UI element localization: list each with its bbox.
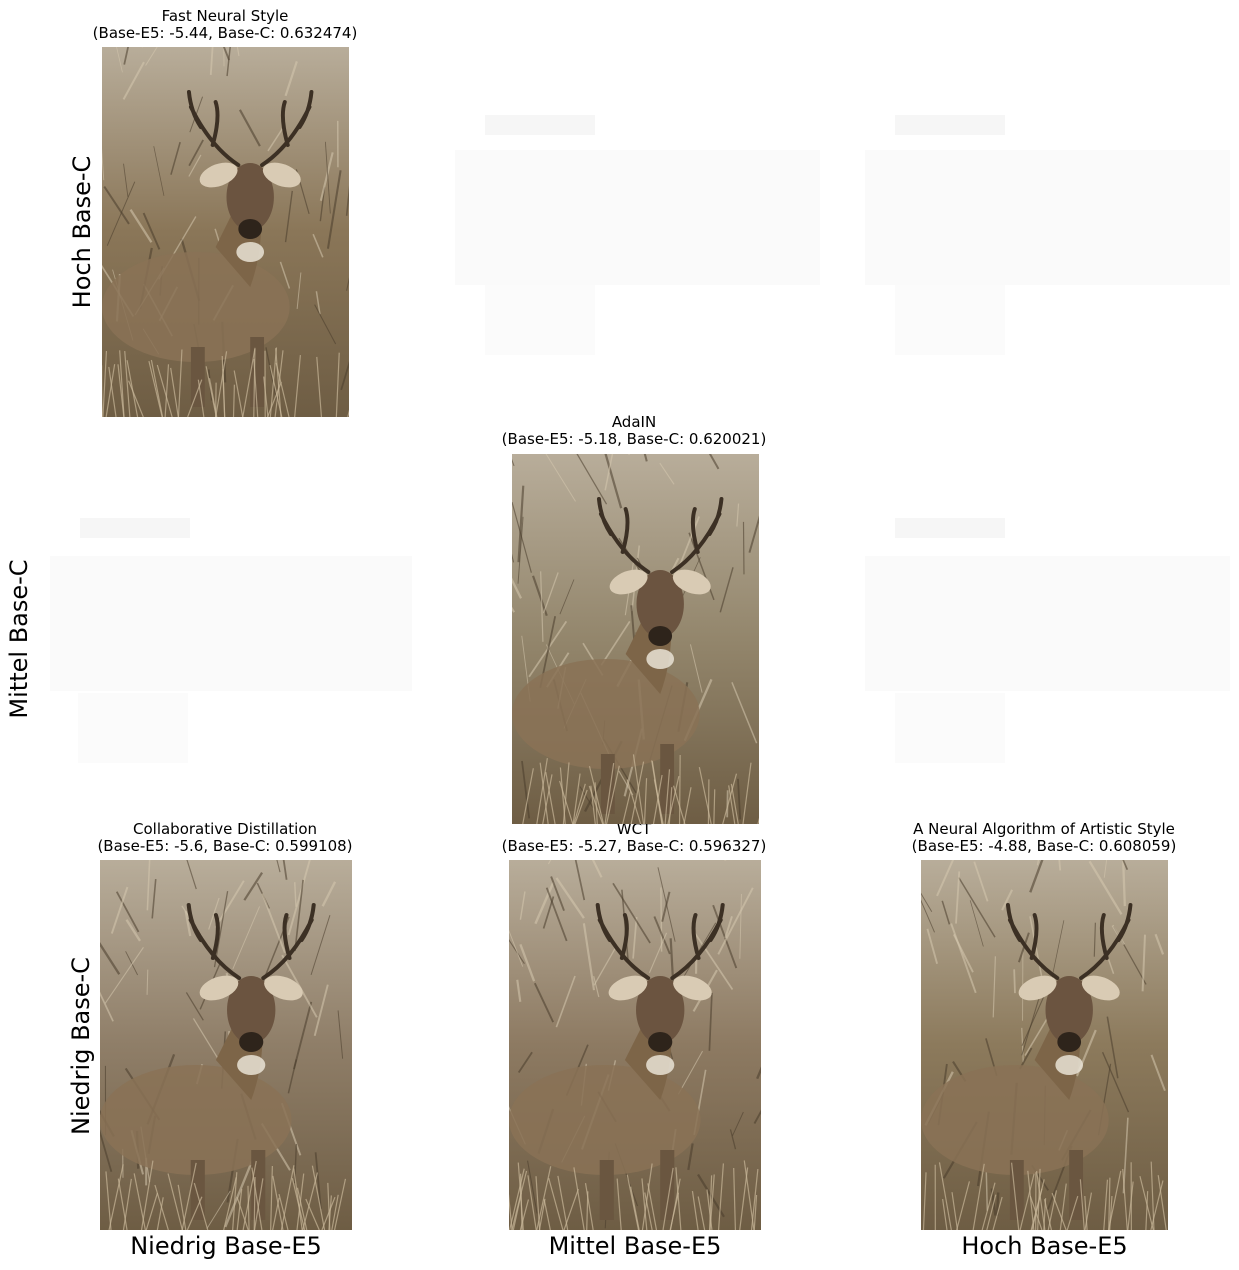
method-name: AdaIN (611, 413, 657, 431)
row-label-niedrig: Niedrig Base-C (67, 957, 95, 1135)
empty-cell-faint (865, 115, 1230, 360)
method-scores: (Base-E5: -5.27, Base-C: 0.596327) (501, 837, 767, 855)
panel-title-fast-neural-style: Fast Neural Style (Base-E5: -5.44, Base-… (75, 8, 375, 42)
empty-cell-faint (865, 518, 1230, 763)
method-scores: (Base-E5: -5.6, Base-C: 0.599108) (97, 837, 353, 855)
col-label-hoch: Hoch Base-E5 (961, 1232, 1128, 1260)
col-label-niedrig: Niedrig Base-E5 (130, 1232, 322, 1260)
panel-title-collaborative-distillation: Collaborative Distillation (Base-E5: -5.… (75, 821, 375, 855)
image-adain (512, 454, 759, 824)
image-collaborative-distillation (100, 860, 352, 1230)
image-wct (509, 860, 761, 1230)
method-scores: (Base-E5: -4.88, Base-C: 0.608059) (911, 837, 1177, 855)
panel-title-neural-algorithm: A Neural Algorithm of Artistic Style (Ba… (874, 821, 1214, 855)
row-label-hoch: Hoch Base-C (68, 155, 96, 309)
image-neural-algorithm (921, 860, 1168, 1230)
method-name: WCT (616, 820, 652, 838)
empty-cell-faint (50, 518, 412, 763)
row-label-mittel: Mittel Base-C (5, 559, 33, 719)
method-name: Fast Neural Style (161, 7, 289, 25)
method-name: Collaborative Distillation (133, 820, 317, 838)
method-scores: (Base-E5: -5.18, Base-C: 0.620021) (501, 430, 767, 448)
panel-title-adain: AdaIN (Base-E5: -5.18, Base-C: 0.620021) (484, 414, 784, 448)
method-name: A Neural Algorithm of Artistic Style (913, 820, 1175, 838)
image-fast-neural-style (102, 47, 349, 417)
panel-title-wct: WCT (Base-E5: -5.27, Base-C: 0.596327) (484, 821, 784, 855)
empty-cell-faint (455, 115, 820, 360)
method-scores: (Base-E5: -5.44, Base-C: 0.632474) (92, 24, 358, 42)
col-label-mittel: Mittel Base-E5 (548, 1232, 722, 1260)
